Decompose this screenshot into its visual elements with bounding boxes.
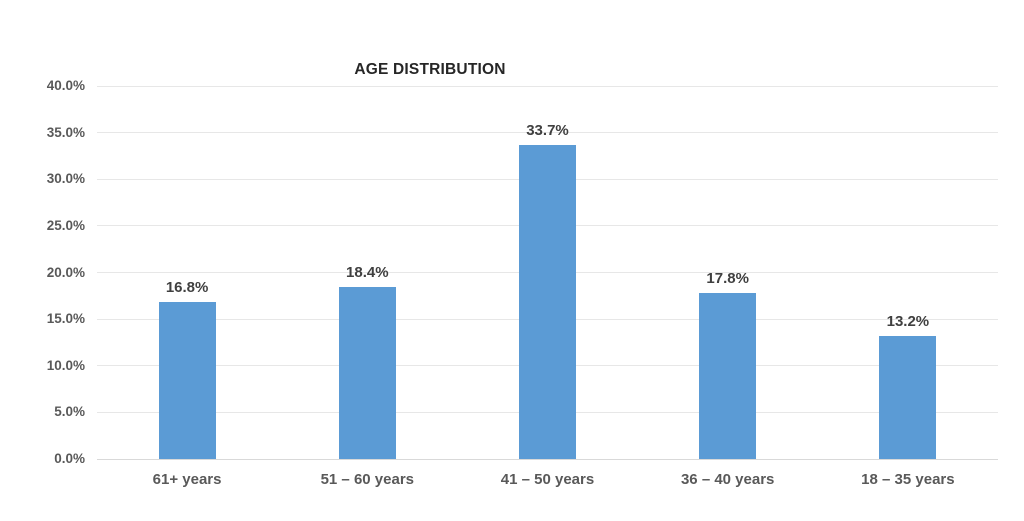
bar-value-label: 18.4% (346, 264, 389, 282)
bar-value-label: 17.8% (706, 270, 749, 288)
x-category-label: 41 – 50 years (500, 471, 595, 488)
y-tick-label: 5.0% (54, 404, 85, 420)
y-tick-label: 40.0% (46, 78, 85, 93)
bar (699, 293, 757, 459)
bar (519, 144, 576, 459)
y-tick-label: 0.0% (54, 451, 85, 466)
plot-area: 16.8% 18.4% 33.7% 17.8% 13.2% (97, 85, 998, 460)
gridline (97, 132, 998, 134)
bar (338, 287, 396, 459)
x-category-label: 61+ years (152, 471, 222, 488)
gridline (97, 85, 998, 87)
y-tick-label: 10.0% (46, 357, 85, 373)
y-tick-label: 30.0% (46, 171, 85, 187)
x-axis-line (97, 458, 998, 460)
bar-value-label: 13.2% (886, 312, 930, 330)
bar-value-label: 33.7% (526, 121, 569, 139)
x-category-label: 51 – 60 years (320, 471, 414, 488)
y-tick-label: 35.0% (46, 124, 85, 140)
y-tick-label: 25.0% (46, 217, 85, 233)
chart-title: AGE DISTRIBUTION (354, 61, 506, 78)
bar (158, 302, 216, 459)
y-tick-label: 15.0% (46, 311, 85, 327)
y-tick-label: 20.0% (46, 264, 85, 280)
x-category-label: 36 – 40 years (680, 471, 775, 488)
bar (879, 335, 937, 459)
x-category-label: 18 – 35 years (861, 471, 955, 488)
bar-value-label: 16.8% (165, 279, 209, 297)
